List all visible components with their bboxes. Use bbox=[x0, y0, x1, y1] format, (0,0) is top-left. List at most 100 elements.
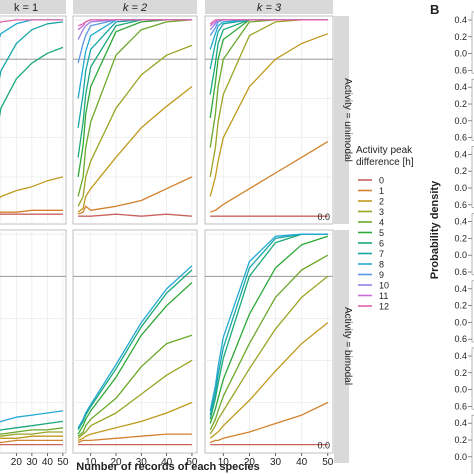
legend-label-5: 5 bbox=[379, 228, 384, 238]
panel-b-frame bbox=[471, 78, 474, 141]
series-line-1 bbox=[0, 439, 63, 444]
panel-b-frame bbox=[471, 280, 474, 343]
series-line-6 bbox=[0, 410, 63, 423]
panel-b-tick-label: 0.6 bbox=[454, 133, 467, 143]
series-line-2 bbox=[0, 435, 63, 439]
series-line-4 bbox=[209, 254, 329, 431]
series-line-3 bbox=[0, 19, 63, 24]
series-line-5 bbox=[77, 282, 193, 435]
panel-b-tick-label: 0.4 bbox=[454, 149, 467, 159]
legend-label-1: 1 bbox=[379, 186, 384, 196]
strip-top-k1 bbox=[0, 0, 66, 14]
series-line-2 bbox=[209, 322, 329, 439]
legend-label-10: 10 bbox=[379, 281, 389, 291]
legend-title-line1: Activity peak bbox=[356, 145, 413, 156]
panel-b-tick-label: 0.4 bbox=[454, 418, 467, 428]
panel-b-axis: 0.4 0.2 0.0 0.6 0.4 0.2 0.0 0.6 0.4 0.2 0.0 0.6 0.4 0… bbox=[454, 11, 474, 474]
panel-b-tick-label: 0.6 bbox=[454, 334, 467, 344]
x-axis-title: Number of records of each species bbox=[76, 461, 259, 473]
panel-background bbox=[72, 229, 198, 454]
panel-b-frame bbox=[471, 414, 474, 474]
series-line-3 bbox=[0, 431, 63, 437]
y-tick-label: 0.0 bbox=[317, 441, 330, 451]
legend-label-0: 0 bbox=[379, 176, 384, 186]
x-tick-label: 10 bbox=[85, 457, 97, 468]
series-line-12 bbox=[77, 19, 192, 27]
series-line-4 bbox=[77, 334, 193, 437]
strip-right-bimodal bbox=[334, 230, 349, 463]
panel-b-frame bbox=[471, 347, 474, 410]
series-line-5 bbox=[0, 209, 63, 213]
series-line-2 bbox=[209, 33, 329, 197]
series-line-12 bbox=[209, 19, 328, 25]
panel-background bbox=[0, 229, 67, 454]
panel-b-tick-label: 0.6 bbox=[454, 200, 467, 210]
legend-label-7: 7 bbox=[379, 249, 384, 259]
panel-b-tick-label: 0.6 bbox=[454, 65, 467, 75]
series-line-4 bbox=[0, 427, 63, 435]
series-line-0 bbox=[0, 46, 64, 118]
panel-b-tick-label: 0.2 bbox=[454, 368, 467, 378]
panel-b-tick-label: 0.2 bbox=[454, 99, 467, 109]
panel-b-tick-label: 0.2 bbox=[454, 233, 467, 243]
series-line-1 bbox=[77, 433, 192, 444]
panel-b-tick-label: 0.0 bbox=[454, 49, 467, 59]
series-line-4 bbox=[0, 176, 64, 199]
strip-right-unimodal-label: Activity = unimodal bbox=[342, 78, 353, 162]
legend-label-2: 2 bbox=[379, 197, 384, 207]
legend-label-9: 9 bbox=[379, 270, 384, 280]
strip-top-k1-label: k = 1 bbox=[14, 2, 38, 14]
series-line-3 bbox=[77, 359, 193, 439]
legend-label-12: 12 bbox=[379, 302, 389, 312]
panel-unimodal-2 bbox=[72, 15, 198, 225]
x-tick-label: 40 bbox=[161, 457, 173, 468]
panel-background bbox=[72, 15, 198, 225]
panel-b-tick-label: 0.4 bbox=[454, 82, 467, 92]
y-tick-label: 0.0 bbox=[317, 212, 330, 222]
series-line-0 bbox=[78, 213, 192, 217]
legend-title-line2: difference [h] bbox=[356, 157, 414, 168]
legend-label-11: 11 bbox=[379, 291, 388, 301]
panel-b-frame bbox=[471, 146, 474, 208]
panel-background bbox=[204, 229, 334, 454]
legend-label-8: 8 bbox=[379, 260, 384, 270]
x-tick-label: 20 bbox=[110, 457, 122, 468]
x-tick-label: 20 bbox=[244, 457, 256, 468]
series-line-6 bbox=[209, 233, 328, 420]
strip-top-k2 bbox=[73, 0, 197, 14]
x-tick-label: 50 bbox=[322, 457, 334, 468]
legend: Activity peak difference [h] 01234567891… bbox=[356, 145, 414, 312]
strip-top-k3 bbox=[205, 0, 333, 14]
x-tick-label: 30 bbox=[270, 457, 282, 468]
panel-b-tick-label: 0.6 bbox=[454, 267, 467, 277]
x-tick-label: 30 bbox=[136, 457, 148, 468]
x-tick-label: 20 bbox=[11, 457, 23, 468]
panel-b-tick-label: 0.2 bbox=[454, 435, 467, 445]
legend-label-6: 6 bbox=[379, 239, 384, 249]
series-line-3 bbox=[209, 275, 329, 435]
strip-top-k3-label: k = 3 bbox=[257, 2, 282, 14]
top-strips: k = 1 k = 2 k = 3 bbox=[0, 0, 333, 14]
panel-b-tick-label: 0.2 bbox=[454, 301, 467, 311]
panel-b-tick-label: 0.0 bbox=[454, 183, 467, 193]
legend-label-4: 4 bbox=[379, 218, 384, 228]
series-line-8 bbox=[209, 233, 328, 412]
series-line-5 bbox=[0, 420, 63, 432]
series-line-1 bbox=[209, 401, 329, 444]
panel-b-frame bbox=[471, 11, 474, 74]
panels-layer: 0.020 30 40 50 10 20 30 40 500.010 20 30 40 50 bbox=[0, 15, 334, 468]
x-tick-label: 50 bbox=[186, 457, 198, 468]
strip-right-bimodal-label: Activity = bimodal bbox=[342, 307, 353, 385]
series-line-7 bbox=[77, 265, 193, 429]
panel-b-tick-label: 0.4 bbox=[454, 217, 467, 227]
panel-unimodal-3: 0.0 bbox=[204, 15, 334, 225]
panel-bimodal-1: 20 30 40 50 bbox=[0, 229, 69, 468]
panel-b-frame bbox=[471, 213, 474, 276]
series-line-3 bbox=[77, 44, 193, 207]
series-line-6 bbox=[77, 269, 193, 431]
strip-top-k2-label: k = 2 bbox=[123, 2, 147, 14]
panel-b-tick-label: 0.0 bbox=[454, 385, 467, 395]
series-line-1 bbox=[77, 176, 193, 215]
